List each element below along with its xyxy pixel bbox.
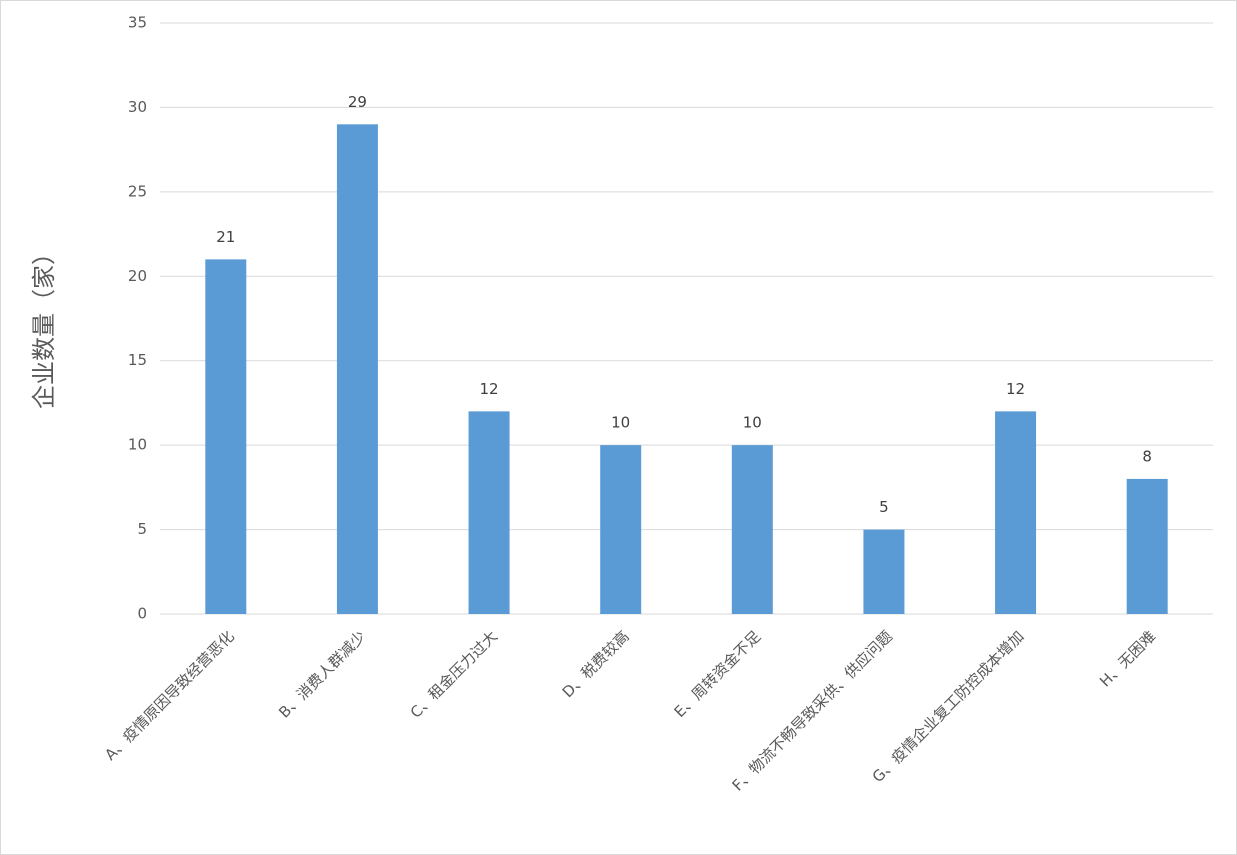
- y-tick-label: 35: [128, 14, 147, 32]
- y-tick-label: 20: [128, 267, 147, 285]
- y-tick-label: 0: [137, 605, 147, 623]
- bar: [205, 259, 247, 614]
- data-label: 29: [348, 93, 367, 111]
- y-tick-label: 30: [128, 98, 147, 116]
- data-label: 12: [1006, 380, 1025, 398]
- bar: [1126, 478, 1168, 614]
- y-tick-label: 10: [128, 436, 147, 454]
- bar: [995, 411, 1037, 614]
- bar: [600, 445, 642, 614]
- y-tick-label: 25: [128, 182, 147, 200]
- data-label: 12: [480, 380, 499, 398]
- data-label: 10: [611, 414, 630, 432]
- y-tick-label: 5: [137, 520, 147, 538]
- bar: [468, 411, 510, 614]
- data-label: 8: [1142, 447, 1152, 465]
- y-axis-title: 企业数量（家）: [30, 241, 58, 409]
- data-label: 5: [879, 498, 889, 516]
- data-label: 21: [216, 228, 235, 246]
- bar: [863, 529, 905, 614]
- y-tick-label: 15: [128, 351, 147, 369]
- bar: [336, 124, 378, 615]
- data-label: 10: [743, 414, 762, 432]
- bar: [731, 445, 773, 614]
